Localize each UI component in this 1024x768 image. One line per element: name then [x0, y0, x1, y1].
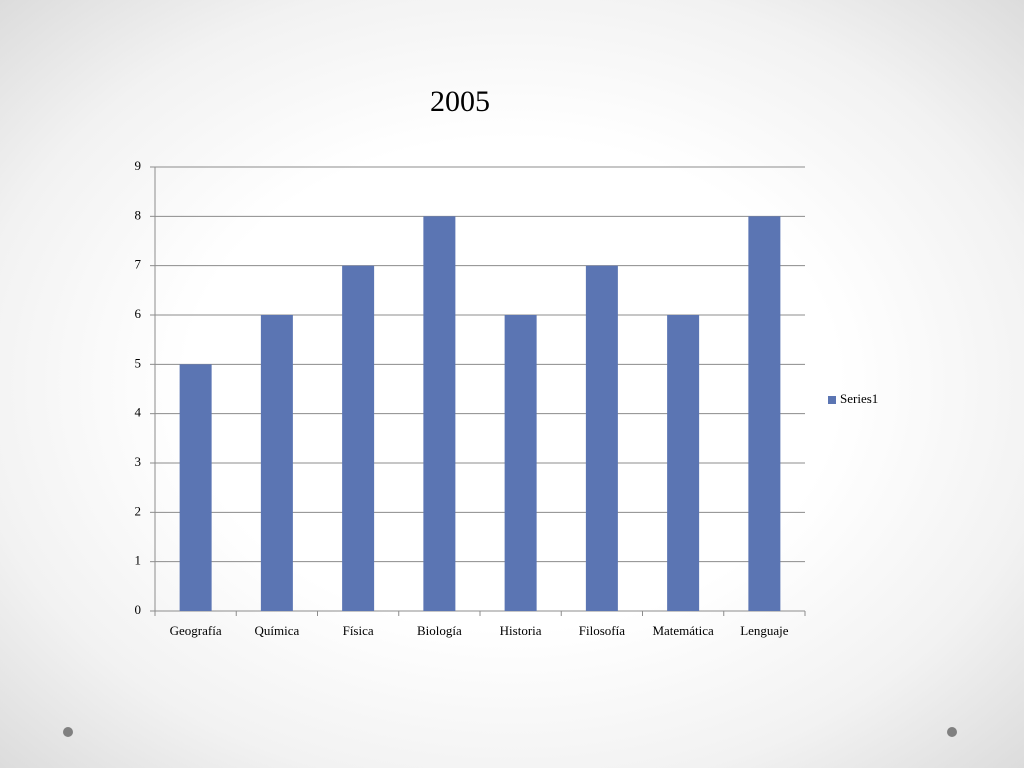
y-tick-label: 5 — [135, 355, 142, 370]
bar — [504, 315, 537, 611]
y-tick-label: 2 — [135, 503, 142, 518]
x-tick-label: Lenguaje — [740, 623, 789, 638]
bar — [748, 216, 781, 612]
x-tick-label: Geografía — [170, 623, 222, 638]
x-tick-label: Historia — [500, 623, 542, 638]
slide-dot — [63, 727, 73, 737]
chart-title: 2005 — [430, 85, 490, 118]
y-tick-label: 6 — [135, 306, 142, 321]
bar — [667, 315, 700, 611]
y-tick-label: 0 — [135, 602, 142, 617]
bar — [179, 364, 212, 611]
x-tick-label: Biología — [417, 623, 462, 638]
legend-label: Series1 — [840, 391, 878, 406]
x-tick-label: Física — [343, 623, 374, 638]
y-tick-label: 3 — [135, 454, 142, 469]
y-tick-label: 7 — [135, 257, 142, 272]
y-tick-label: 8 — [135, 207, 142, 222]
bar — [260, 315, 293, 611]
bar — [423, 216, 456, 612]
y-tick-label: 9 — [135, 158, 142, 173]
x-tick-label: Química — [254, 623, 299, 638]
slide-dot — [947, 727, 957, 737]
legend-swatch — [828, 396, 836, 404]
bar — [342, 265, 375, 611]
x-tick-label: Filosofía — [579, 623, 625, 638]
y-tick-label: 4 — [135, 405, 142, 420]
y-tick-label: 1 — [135, 553, 142, 568]
x-tick-label: Matemática — [652, 623, 714, 638]
bar — [585, 265, 618, 611]
